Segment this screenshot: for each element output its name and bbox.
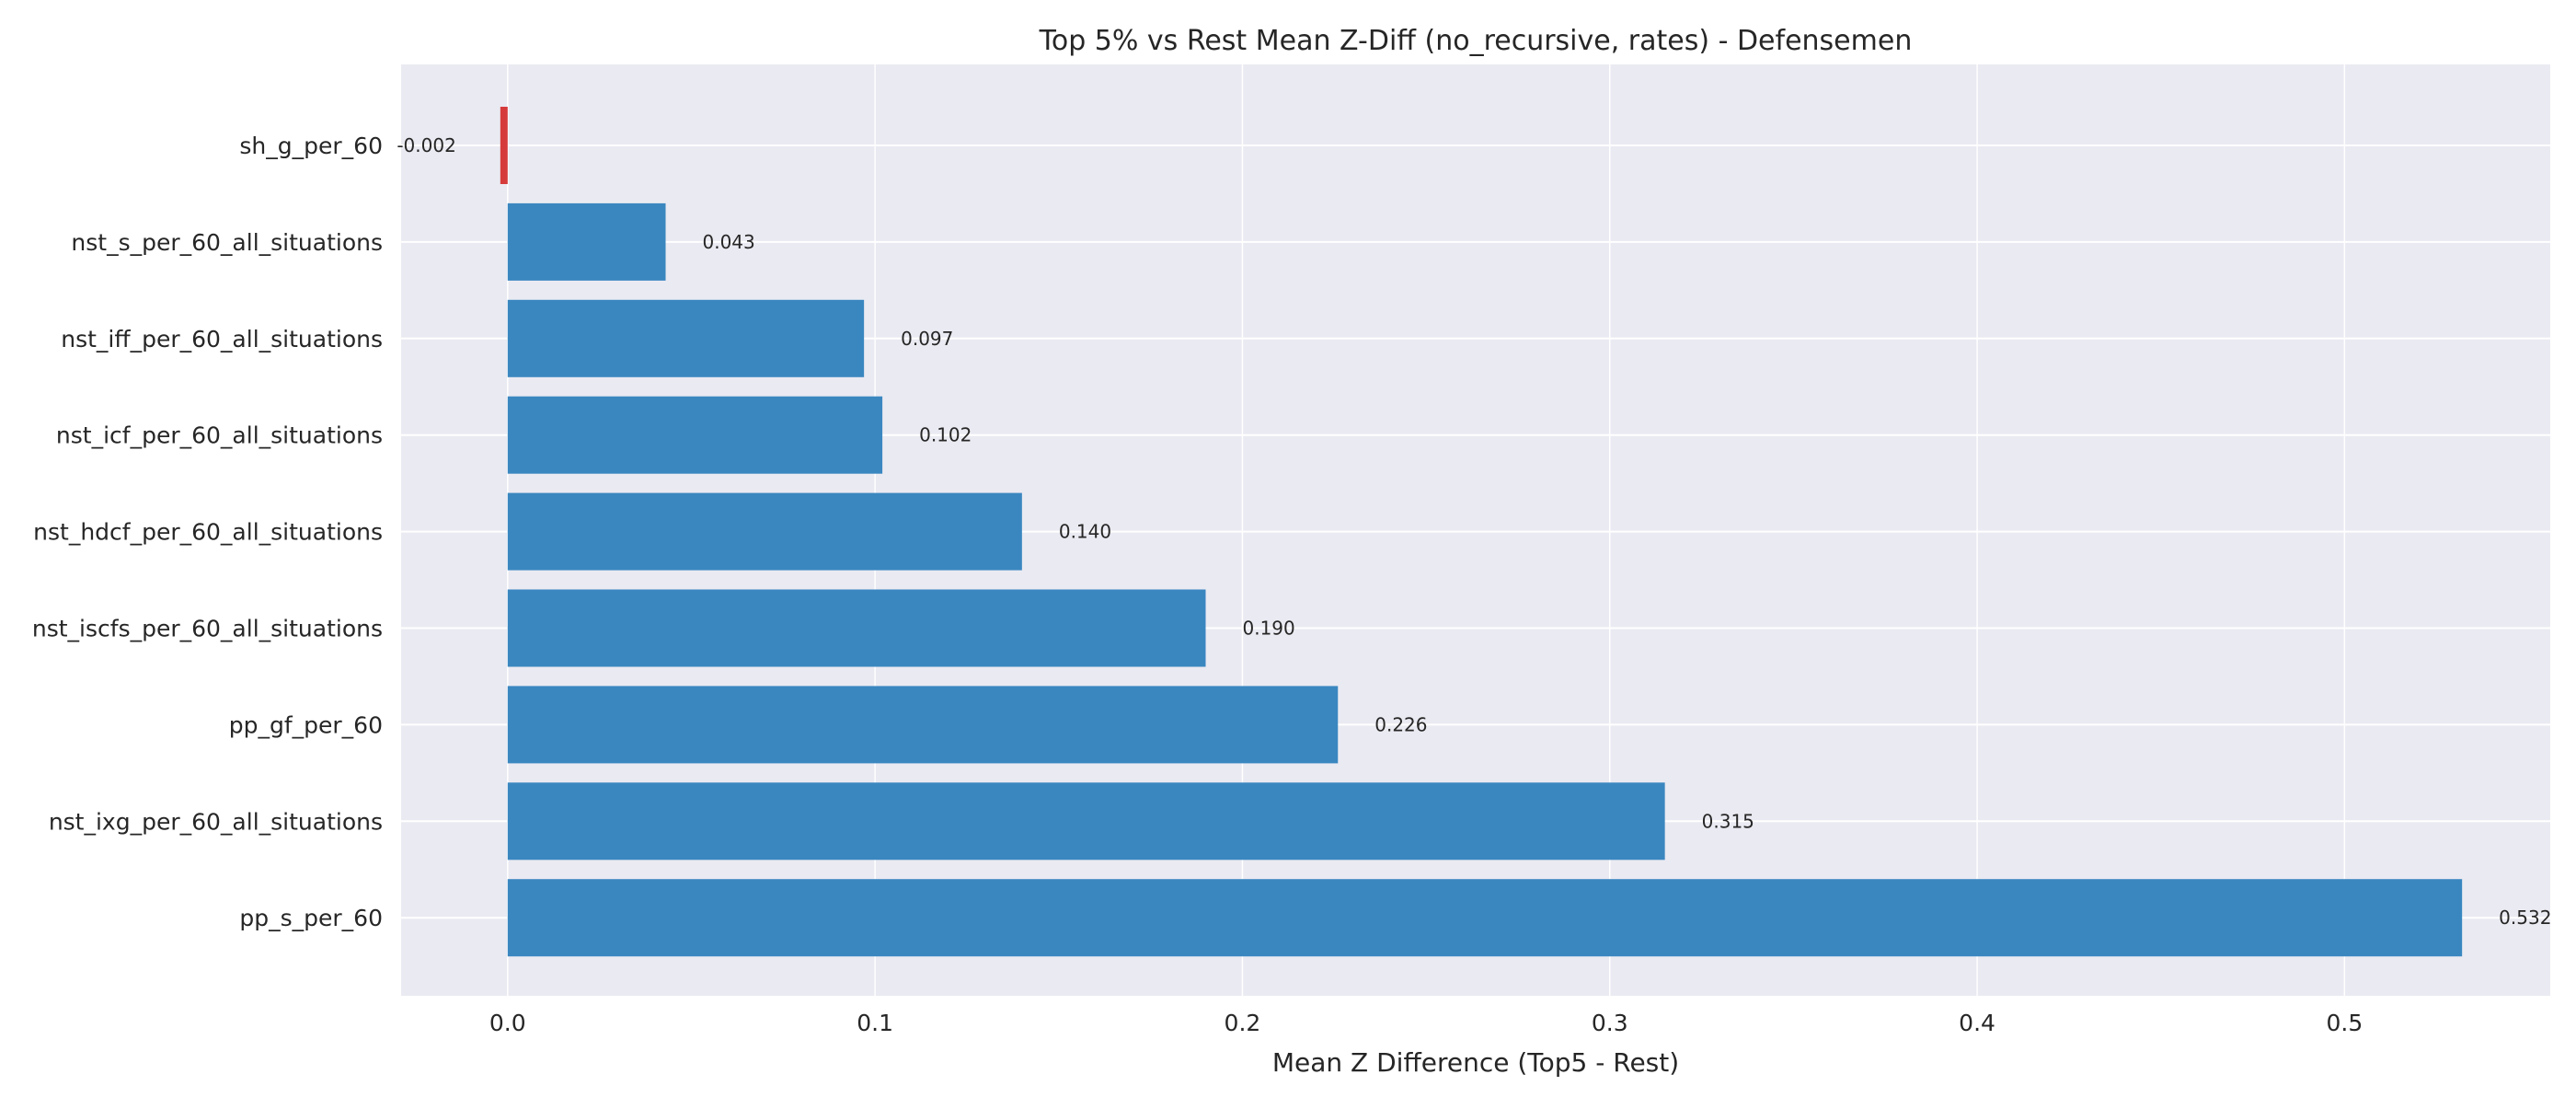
bar xyxy=(507,589,1206,667)
x-tick-label: 0.2 xyxy=(1225,1010,1261,1036)
bar xyxy=(507,686,1339,764)
labels: 0.0 0.1 0.2 0.3 0.4 0.5 sh_g_per_60 -0.002 nst_s… xyxy=(32,133,2552,1036)
value-label: 0.226 xyxy=(1374,713,1427,735)
bar xyxy=(507,202,666,281)
y-category-label: nst_hdcf_per_60_all_situations xyxy=(33,519,383,546)
x-tick-label: 0.5 xyxy=(2327,1010,2363,1036)
y-category-label: nst_icf_per_60_all_situations xyxy=(56,422,383,449)
bar xyxy=(507,879,2463,957)
value-label: 0.102 xyxy=(919,424,972,446)
bar xyxy=(507,299,865,377)
bar xyxy=(507,782,1665,861)
y-category-label: nst_iscfs_per_60_all_situations xyxy=(32,616,383,642)
x-tick-label: 0.3 xyxy=(1592,1010,1628,1036)
y-category-label: nst_s_per_60_all_situations xyxy=(71,229,383,256)
chart-title: Top 5% vs Rest Mean Z-Diff (no_recursive… xyxy=(1039,25,1913,57)
x-tick-label: 0.0 xyxy=(489,1010,526,1036)
y-category-label: sh_g_per_60 xyxy=(239,133,383,159)
value-label: 0.043 xyxy=(703,231,755,253)
value-label: 0.532 xyxy=(2499,907,2551,929)
x-axis-label: Mean Z Difference (Top5 - Rest) xyxy=(1272,1047,1679,1078)
value-label: 0.140 xyxy=(1059,521,1111,543)
bar xyxy=(507,492,1022,571)
value-label: 0.190 xyxy=(1243,618,1295,640)
y-category-label: pp_s_per_60 xyxy=(239,905,383,931)
bar xyxy=(507,396,883,474)
bars xyxy=(500,107,2463,957)
y-category-label: pp_gf_per_60 xyxy=(229,711,383,738)
bar xyxy=(500,107,508,184)
value-label: -0.002 xyxy=(397,134,455,156)
y-category-label: nst_ixg_per_60_all_situations xyxy=(49,808,383,835)
value-label: 0.097 xyxy=(901,328,953,350)
x-tick-label: 0.4 xyxy=(1959,1010,1995,1036)
y-category-label: nst_iff_per_60_all_situations xyxy=(61,326,383,352)
value-label: 0.315 xyxy=(1702,810,1754,832)
x-tick-label: 0.1 xyxy=(857,1010,893,1036)
